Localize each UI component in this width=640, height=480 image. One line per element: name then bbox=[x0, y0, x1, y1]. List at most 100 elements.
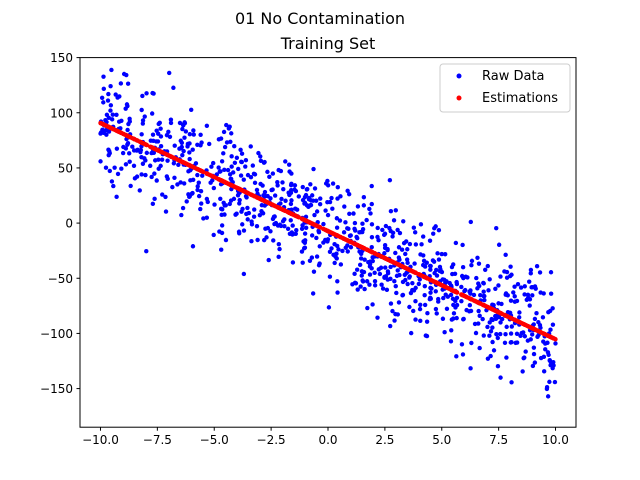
raw-data-point bbox=[504, 324, 509, 330]
raw-data-point bbox=[267, 174, 272, 180]
raw-data-point bbox=[393, 250, 398, 256]
raw-data-point bbox=[221, 151, 226, 156]
estimation-point bbox=[433, 280, 438, 285]
raw-data-point bbox=[288, 201, 294, 207]
estimation-point bbox=[468, 296, 474, 302]
raw-data-point bbox=[388, 301, 394, 306]
raw-data-point bbox=[407, 275, 412, 280]
raw-data-point bbox=[154, 128, 159, 133]
raw-data-point bbox=[376, 267, 381, 272]
raw-data-point bbox=[252, 207, 257, 212]
raw-data-point bbox=[517, 310, 522, 315]
raw-data-point bbox=[105, 98, 111, 103]
raw-data-point bbox=[537, 270, 543, 275]
raw-data-point bbox=[186, 169, 191, 174]
raw-data-point bbox=[509, 324, 514, 329]
raw-data-point bbox=[357, 262, 363, 268]
raw-data-point bbox=[190, 147, 195, 152]
raw-data-point bbox=[520, 369, 525, 374]
raw-data-point bbox=[289, 198, 294, 203]
raw-data-point bbox=[454, 279, 459, 285]
raw-data-point bbox=[392, 318, 397, 323]
raw-data-point bbox=[372, 270, 377, 276]
raw-data-point bbox=[118, 126, 123, 131]
raw-data-point bbox=[469, 258, 475, 264]
raw-data-point bbox=[301, 239, 306, 244]
raw-data-point bbox=[182, 181, 187, 186]
raw-data-point bbox=[367, 261, 373, 267]
raw-data-point bbox=[221, 200, 226, 205]
raw-data-point bbox=[144, 91, 149, 96]
raw-data-point bbox=[150, 90, 155, 96]
raw-data-point bbox=[234, 155, 240, 161]
raw-data-point bbox=[436, 227, 442, 233]
raw-data-point bbox=[425, 310, 430, 316]
raw-data-point bbox=[198, 206, 203, 212]
raw-data-point bbox=[411, 308, 416, 314]
estimation-point bbox=[294, 214, 300, 219]
raw-data-point bbox=[379, 282, 384, 287]
raw-data-point bbox=[541, 369, 547, 374]
estimation-point bbox=[249, 192, 254, 198]
raw-data-point bbox=[225, 167, 231, 173]
raw-data-point bbox=[181, 148, 186, 154]
raw-data-point bbox=[175, 182, 180, 187]
raw-data-point bbox=[352, 226, 357, 232]
estimation-point bbox=[103, 123, 109, 128]
raw-data-point bbox=[282, 223, 287, 229]
raw-data-point bbox=[196, 180, 201, 185]
raw-data-point bbox=[468, 366, 473, 371]
raw-data-point bbox=[260, 211, 266, 216]
raw-data-point bbox=[375, 225, 380, 231]
raw-data-point bbox=[276, 167, 281, 173]
raw-data-point bbox=[346, 191, 352, 197]
raw-data-point bbox=[168, 120, 174, 126]
raw-data-point bbox=[358, 256, 364, 261]
raw-data-point bbox=[326, 305, 332, 310]
raw-data-point bbox=[125, 81, 131, 86]
raw-data-point bbox=[459, 298, 464, 304]
raw-data-point bbox=[304, 187, 310, 192]
x-tick-label: −2.5 bbox=[257, 433, 286, 447]
raw-data-point bbox=[395, 312, 400, 317]
raw-data-point bbox=[158, 126, 163, 131]
raw-data-point bbox=[296, 194, 302, 199]
raw-data-point bbox=[375, 315, 380, 320]
raw-data-point bbox=[440, 277, 445, 282]
raw-data-point bbox=[355, 204, 361, 209]
raw-data-point bbox=[487, 320, 492, 325]
legend-label-estimations: Estimations bbox=[482, 91, 558, 106]
raw-data-point bbox=[369, 244, 374, 250]
estimation-point bbox=[185, 162, 191, 167]
raw-data-point bbox=[155, 139, 161, 144]
raw-data-point bbox=[448, 339, 454, 344]
raw-data-point bbox=[178, 180, 183, 185]
raw-data-point bbox=[404, 239, 409, 244]
raw-data-point bbox=[431, 231, 436, 236]
raw-data-point bbox=[254, 223, 260, 229]
raw-data-point bbox=[424, 333, 430, 339]
y-tick-label: 50 bbox=[58, 161, 73, 175]
raw-data-point bbox=[168, 117, 174, 122]
estimation-point bbox=[453, 289, 458, 294]
raw-data-point bbox=[262, 189, 268, 195]
estimation-point bbox=[397, 262, 402, 268]
raw-data-point bbox=[234, 211, 239, 216]
raw-data-point bbox=[250, 163, 256, 168]
raw-data-point bbox=[236, 166, 241, 172]
raw-data-point bbox=[219, 230, 225, 236]
legend-marker-estimations bbox=[456, 95, 462, 101]
raw-data-point bbox=[487, 333, 492, 338]
raw-data-point bbox=[496, 301, 501, 306]
raw-data-point bbox=[541, 291, 546, 296]
raw-data-point bbox=[195, 184, 200, 189]
raw-data-point bbox=[395, 268, 400, 273]
raw-data-point bbox=[431, 259, 437, 264]
raw-data-point bbox=[522, 292, 527, 297]
raw-data-point bbox=[383, 265, 388, 270]
raw-data-point bbox=[283, 159, 288, 164]
raw-data-point bbox=[301, 246, 307, 251]
raw-data-point bbox=[393, 284, 398, 289]
raw-data-point bbox=[448, 292, 454, 298]
raw-data-point bbox=[404, 257, 410, 262]
